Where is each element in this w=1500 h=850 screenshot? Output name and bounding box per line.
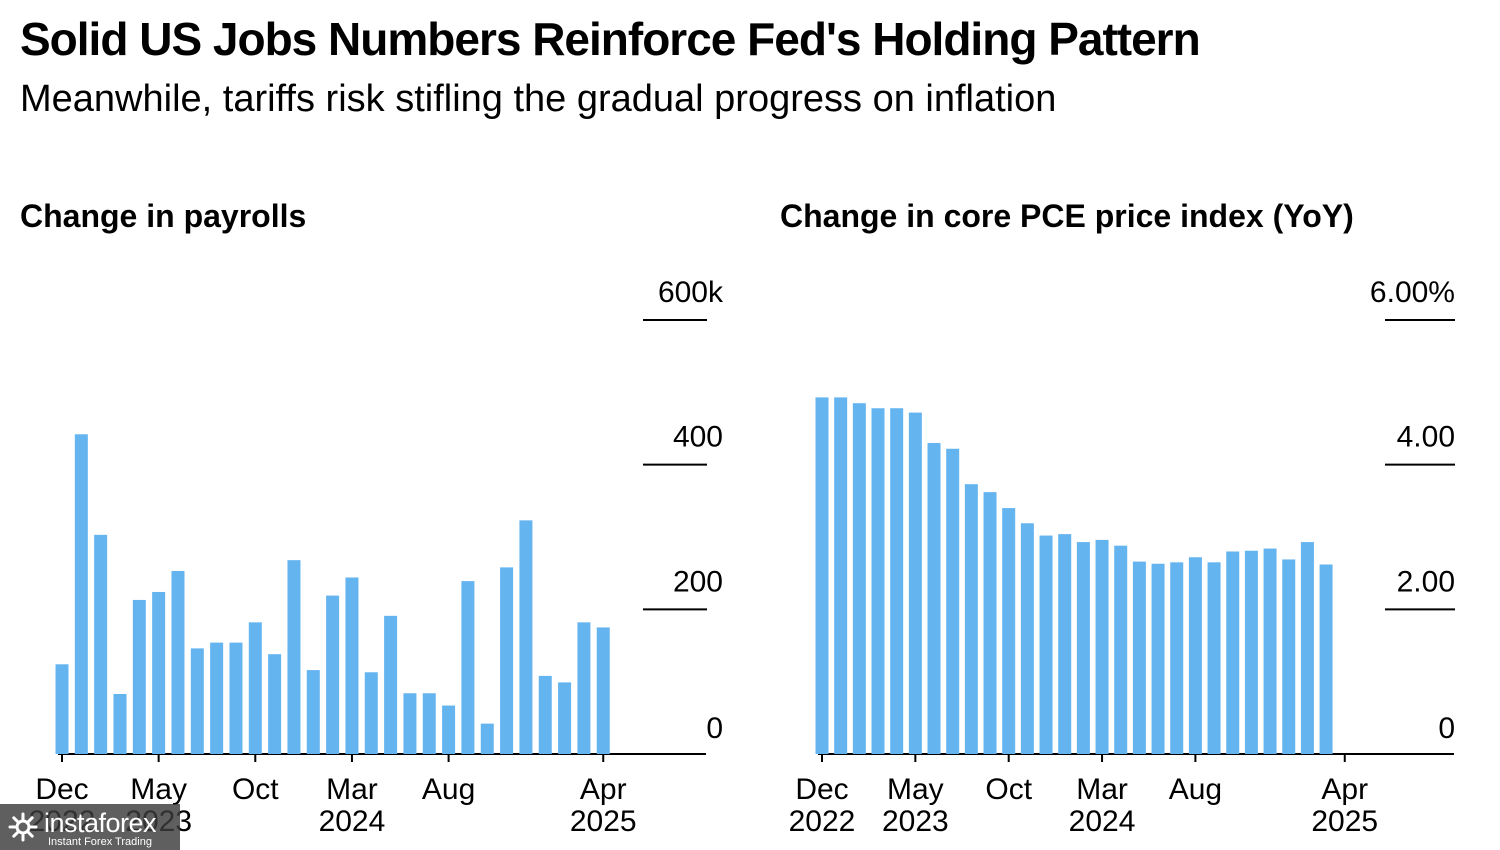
core-pce-bar bbox=[1282, 559, 1296, 754]
payrolls-x-tick-label: Dec bbox=[35, 773, 88, 806]
core-pce-bar bbox=[1170, 562, 1184, 754]
payrolls-bar bbox=[480, 723, 494, 754]
watermark-name: instaforex bbox=[44, 808, 157, 838]
payrolls-bar bbox=[306, 670, 320, 754]
payrolls-bar bbox=[538, 675, 552, 754]
core-pce-bar bbox=[1095, 539, 1109, 754]
core-pce-bar bbox=[1319, 564, 1333, 754]
core-pce-bar bbox=[927, 442, 941, 754]
core-pce-x-tick-year: 2022 bbox=[789, 805, 856, 838]
payrolls-x-tick-label: May bbox=[130, 773, 187, 806]
core-pce-bar bbox=[815, 397, 829, 754]
payrolls-bar bbox=[55, 664, 69, 754]
payrolls-bar bbox=[94, 534, 108, 754]
watermark: instaforex Instant Forex Trading bbox=[0, 804, 180, 850]
payrolls-bar bbox=[364, 672, 378, 754]
core-pce-bar bbox=[1039, 535, 1053, 754]
core-pce-bar bbox=[1300, 542, 1314, 754]
headline: Solid US Jobs Numbers Reinforce Fed's Ho… bbox=[20, 13, 1201, 65]
core-pce-x-tick-label: Oct bbox=[985, 773, 1032, 806]
payrolls-x-tick-label: Apr bbox=[580, 773, 627, 806]
core-pce-bar bbox=[1076, 542, 1090, 754]
core-pce-bar bbox=[1226, 551, 1240, 754]
core-pce-bar bbox=[1132, 561, 1146, 754]
payrolls-bar bbox=[248, 622, 262, 754]
payrolls-bar bbox=[210, 642, 224, 754]
payrolls-bar bbox=[287, 560, 301, 754]
payrolls-bar bbox=[171, 571, 185, 754]
core-pce-bar bbox=[1207, 562, 1221, 754]
payrolls-bar bbox=[500, 567, 514, 754]
payrolls-bar bbox=[558, 682, 572, 754]
payrolls-bar bbox=[229, 642, 243, 754]
core-pce-bar bbox=[1058, 534, 1072, 754]
payrolls-x-tick-year: 2024 bbox=[319, 805, 386, 838]
payrolls-bar bbox=[596, 627, 610, 754]
payrolls-y-tick-label: 0 bbox=[706, 712, 723, 745]
payrolls-bar bbox=[74, 434, 88, 754]
core-pce-bar bbox=[1114, 545, 1128, 754]
payrolls-bar bbox=[268, 654, 282, 754]
payrolls-x-tick-year: 2025 bbox=[570, 805, 637, 838]
core-pce-x-tick-year: 2025 bbox=[1311, 805, 1378, 838]
core-pce-bar bbox=[890, 408, 904, 754]
core-pce-x-tick-label: Dec bbox=[795, 773, 848, 806]
core-pce-bar bbox=[1002, 508, 1016, 754]
core-pce-bar bbox=[1020, 523, 1034, 754]
core-pce-y-tick-label: 0 bbox=[1438, 712, 1455, 745]
core-pce-x-tick-year: 2024 bbox=[1069, 805, 1136, 838]
payrolls-bar bbox=[461, 581, 475, 754]
payrolls-bar bbox=[345, 577, 359, 754]
core-pce-bar bbox=[1263, 548, 1277, 754]
payrolls-y-tick-label: 600k bbox=[658, 276, 724, 309]
core-pce-bar bbox=[871, 408, 885, 754]
payrolls-bar bbox=[132, 599, 146, 754]
payrolls-x-tick-label: Oct bbox=[232, 773, 279, 806]
payrolls-y-tick-label: 200 bbox=[673, 565, 723, 598]
core-pce-bar bbox=[983, 492, 997, 754]
core-pce-x-tick-label: May bbox=[887, 773, 944, 806]
core-pce-x-tick-label: Mar bbox=[1076, 773, 1128, 806]
payrolls-bar bbox=[403, 693, 417, 754]
core-pce-y-tick-label: 4.00 bbox=[1397, 421, 1455, 454]
payrolls-bar bbox=[384, 615, 398, 754]
payrolls-bar bbox=[190, 648, 204, 754]
core-pce-bar bbox=[908, 412, 922, 754]
payrolls-bar bbox=[113, 693, 127, 754]
core-pce-bar bbox=[964, 484, 978, 754]
core-pce-y-tick-label: 6.00% bbox=[1370, 276, 1455, 309]
core-pce-bar bbox=[946, 448, 960, 754]
core-pce-bar bbox=[1244, 550, 1258, 754]
core-pce-x-tick-year: 2023 bbox=[882, 805, 949, 838]
payrolls-bar bbox=[422, 693, 436, 754]
core-pce-bar bbox=[1151, 563, 1165, 754]
core-pce-bar bbox=[834, 397, 848, 754]
payrolls-x-tick-label: Mar bbox=[326, 773, 378, 806]
chart-title-core-pce: Change in core PCE price index (YoY) bbox=[780, 198, 1354, 234]
payrolls-bar bbox=[152, 591, 166, 754]
instaforex-logo-icon bbox=[8, 812, 38, 842]
core-pce-x-tick-label: Apr bbox=[1321, 773, 1368, 806]
subheadline: Meanwhile, tariffs risk stifling the gra… bbox=[20, 78, 1057, 120]
watermark-tagline: Instant Forex Trading bbox=[48, 836, 152, 848]
core-pce-bar bbox=[1188, 557, 1202, 754]
core-pce-y-tick-label: 2.00 bbox=[1397, 565, 1455, 598]
core-pce-x-tick-label: Aug bbox=[1169, 773, 1222, 806]
payrolls-bar bbox=[442, 705, 456, 754]
payrolls-x-tick-label: Aug bbox=[422, 773, 475, 806]
payrolls-bar bbox=[577, 622, 591, 754]
payrolls-bar bbox=[519, 520, 533, 754]
payrolls-bar-chart: 0200400600kDec2022May2023OctMar2024AugAp… bbox=[29, 276, 724, 838]
chart-title-payrolls: Change in payrolls bbox=[20, 198, 307, 234]
payrolls-bar bbox=[326, 595, 340, 754]
payrolls-y-tick-label: 400 bbox=[673, 421, 723, 454]
core-pce-bar bbox=[852, 403, 866, 754]
